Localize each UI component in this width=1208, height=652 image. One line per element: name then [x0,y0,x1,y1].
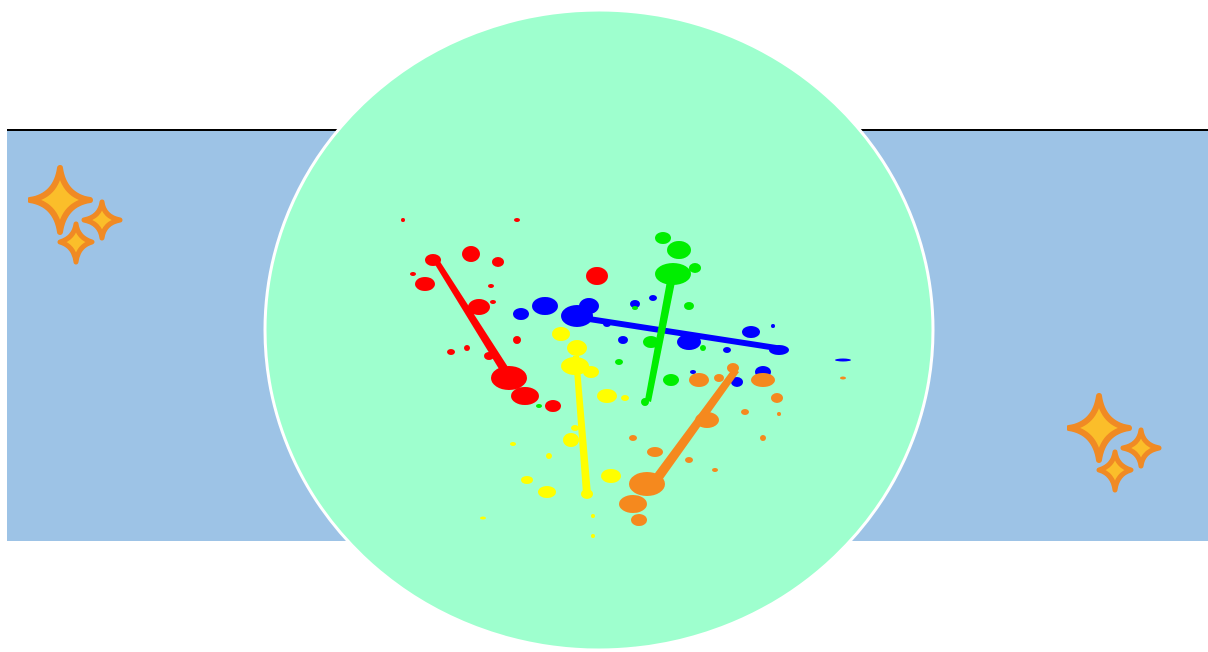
paint-splatter-icon [401,218,851,538]
green-circle [263,8,935,652]
sparkle-cluster-right-icon [1067,393,1162,493]
sparkle-cluster-left-icon [28,165,123,265]
